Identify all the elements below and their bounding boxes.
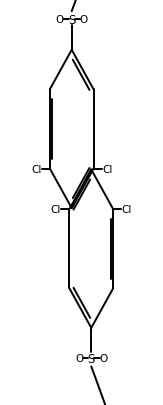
Text: Cl: Cl — [121, 205, 132, 215]
Text: Cl: Cl — [102, 164, 112, 174]
Text: Cl: Cl — [31, 164, 42, 174]
Text: Cl: Cl — [51, 205, 61, 215]
Text: O: O — [75, 354, 83, 363]
Text: S: S — [88, 352, 95, 365]
Text: O: O — [55, 15, 64, 25]
Text: O: O — [99, 354, 108, 363]
Text: S: S — [68, 14, 75, 27]
Text: O: O — [80, 15, 88, 25]
